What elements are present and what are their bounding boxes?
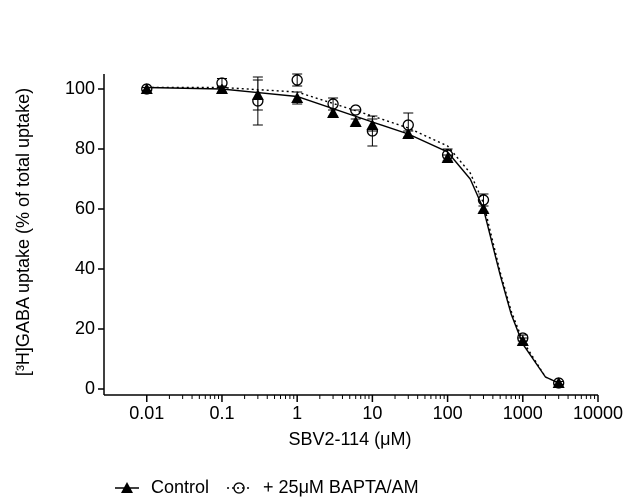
y-tick-label: 60	[75, 198, 95, 218]
data-point	[517, 332, 529, 344]
data-point	[252, 95, 264, 107]
data-point	[441, 149, 454, 161]
data-point	[350, 104, 362, 116]
y-tick-label: 20	[75, 318, 95, 338]
data-point	[327, 98, 339, 110]
legend-label: Control	[151, 477, 209, 497]
y-tick-label: 80	[75, 138, 95, 158]
x-tick-label: 0.01	[129, 403, 164, 423]
x-axis-label: SBV2-114 (μM)	[288, 429, 411, 449]
data-point	[553, 377, 565, 389]
x-tick-label: 0.1	[209, 403, 234, 423]
data-point	[366, 125, 379, 137]
x-tick-label: 100	[433, 403, 463, 423]
data-point	[402, 119, 414, 131]
fit-curve	[146, 86, 559, 384]
y-tick-label: 0	[85, 378, 95, 398]
x-tick-label: 10000	[573, 403, 623, 423]
data-point	[141, 83, 153, 95]
data-point	[291, 74, 303, 86]
legend-marker	[233, 482, 245, 494]
data-point	[216, 77, 228, 89]
data-point	[327, 107, 340, 118]
y-tick-label: 100	[65, 78, 95, 98]
x-tick-label: 1000	[503, 403, 543, 423]
data-point	[349, 116, 362, 127]
data-point	[291, 92, 304, 103]
x-tick-label: 10	[362, 403, 382, 423]
legend-marker	[121, 482, 133, 493]
y-axis-label: [³H]GABA uptake (% of total uptake)	[13, 88, 33, 376]
legend-label: + 25μM BAPTA/AM	[263, 477, 419, 497]
data-point	[477, 203, 490, 214]
y-tick-label: 40	[75, 258, 95, 278]
fit-curve	[146, 86, 559, 384]
data-point	[477, 194, 490, 206]
x-tick-label: 1	[292, 403, 302, 423]
